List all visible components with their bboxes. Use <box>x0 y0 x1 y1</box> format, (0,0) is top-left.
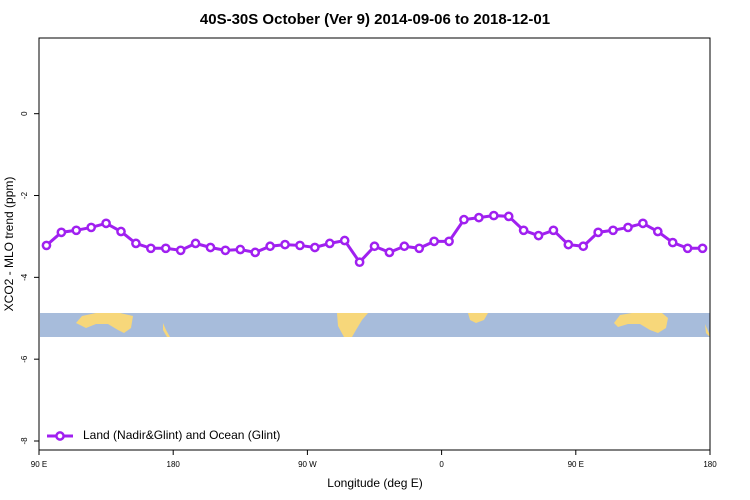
y-tick-label: -8 <box>20 437 29 445</box>
point <box>190 238 201 249</box>
x-tick-label: 180 <box>167 460 181 469</box>
legend-marker <box>55 431 65 441</box>
point <box>310 242 320 253</box>
point <box>145 243 156 254</box>
point <box>354 257 365 268</box>
point <box>235 244 246 255</box>
point <box>608 225 618 236</box>
point <box>339 235 350 246</box>
point <box>518 225 529 236</box>
point <box>429 236 439 247</box>
point <box>131 238 141 249</box>
point <box>280 239 290 250</box>
point <box>86 222 97 233</box>
point <box>71 225 82 236</box>
x-axis-label: Longitude (deg E) <box>327 476 422 490</box>
x-tick-label: 90 W <box>298 460 317 469</box>
point <box>56 227 67 238</box>
point <box>548 225 559 236</box>
point <box>667 237 678 248</box>
point <box>563 239 574 250</box>
point <box>578 241 589 252</box>
point <box>638 218 648 229</box>
point <box>459 214 469 225</box>
x-tick-label: 90 E <box>31 460 47 469</box>
point <box>503 211 514 222</box>
point <box>101 218 111 229</box>
point <box>369 241 380 252</box>
point <box>324 238 335 249</box>
point <box>593 227 604 238</box>
plot-frame <box>38 37 711 451</box>
map-strip <box>40 313 710 337</box>
point <box>160 243 171 254</box>
point <box>697 243 708 254</box>
series-line <box>45 214 703 265</box>
point <box>250 247 261 258</box>
point <box>399 241 410 252</box>
point <box>295 240 305 251</box>
point <box>488 210 499 221</box>
point <box>384 247 395 258</box>
point <box>444 236 454 247</box>
x-tick-label: 0 <box>439 460 444 469</box>
y-axis-label: XCO2 - MLO trend (ppm) <box>2 177 16 312</box>
point <box>205 242 216 253</box>
x-tick-label: 90 E <box>568 460 584 469</box>
y-tick-label: -2 <box>20 191 29 199</box>
point <box>41 240 52 251</box>
point <box>414 243 425 254</box>
point <box>652 226 663 237</box>
point <box>265 241 275 252</box>
point <box>474 212 484 223</box>
x-tick-label: 180 <box>703 460 717 469</box>
point <box>116 226 126 237</box>
point <box>623 222 633 233</box>
y-tick-label: -6 <box>20 355 29 363</box>
point <box>220 245 231 256</box>
legend-label: Land (Nadir&Glint) and Ocean (Glint) <box>83 428 280 442</box>
point <box>533 230 544 241</box>
point <box>682 243 693 254</box>
y-tick-label: -4 <box>20 273 29 281</box>
chart-title: 40S-30S October (Ver 9) 2014-09-06 to 20… <box>200 11 550 28</box>
y-tick-label: 0 <box>20 111 29 116</box>
point <box>175 245 186 256</box>
